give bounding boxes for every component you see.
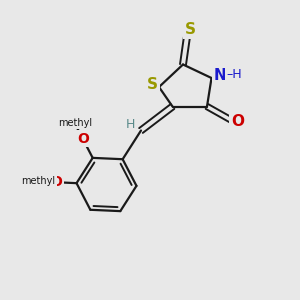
Text: S: S	[147, 77, 158, 92]
Text: S: S	[185, 22, 196, 38]
Text: O: O	[50, 175, 62, 189]
Text: methyl: methyl	[58, 118, 92, 128]
Text: O: O	[231, 114, 244, 129]
Text: methyl: methyl	[21, 176, 55, 186]
Text: O: O	[78, 132, 89, 145]
Text: –H: –H	[226, 68, 242, 82]
Text: H: H	[126, 118, 135, 131]
Text: N: N	[214, 68, 226, 82]
